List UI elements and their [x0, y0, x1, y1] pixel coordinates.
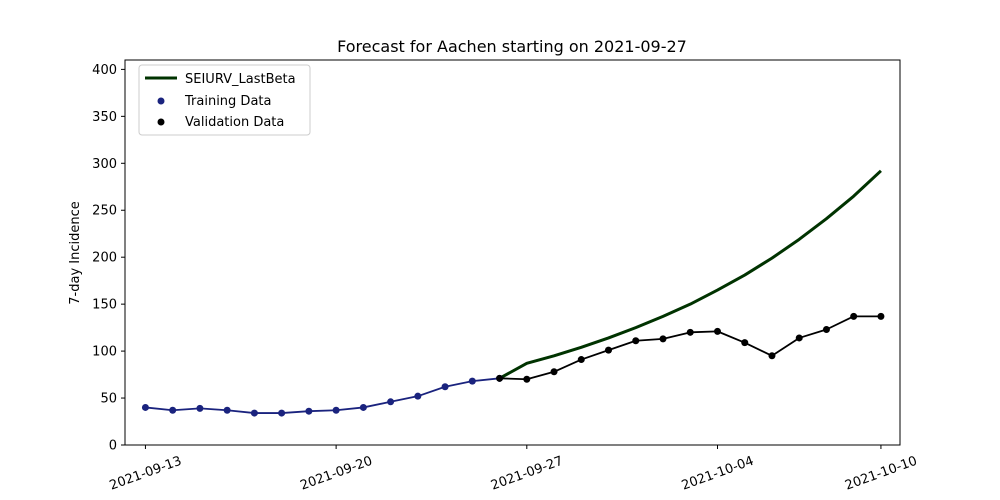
data-point-1-9 — [387, 398, 395, 406]
data-point-2-11 — [795, 334, 803, 342]
data-point-2-14 — [877, 312, 885, 320]
data-point-1-3 — [223, 406, 231, 414]
y-axis-label: 7-day Incidence — [68, 201, 83, 304]
data-point-1-12 — [468, 377, 476, 385]
y-tick-label-1: 50 — [100, 392, 117, 407]
data-point-2-4 — [605, 346, 613, 354]
data-point-1-0 — [141, 403, 149, 411]
data-point-2-1 — [523, 375, 531, 383]
legend-swatch-validation — [157, 118, 165, 126]
data-point-2-8 — [713, 327, 721, 335]
y-tick-label-6: 300 — [92, 157, 117, 172]
data-point-2-7 — [686, 328, 694, 336]
y-tick-label-4: 200 — [92, 251, 117, 266]
data-point-2-10 — [768, 352, 776, 360]
data-point-2-0 — [496, 374, 504, 382]
y-tick-label-3: 150 — [92, 298, 117, 313]
data-point-2-3 — [577, 356, 585, 364]
legend: SEIURV_LastBeta Training Data Validation… — [138, 64, 311, 136]
data-point-2-6 — [659, 335, 667, 343]
data-point-1-10 — [414, 392, 422, 400]
y-tick-label-0: 0 — [109, 439, 117, 454]
series-line-0 — [498, 169, 882, 380]
plot-frame — [124, 59, 901, 446]
data-point-1-1 — [169, 406, 177, 414]
y-tick-label-2: 100 — [92, 345, 117, 360]
data-point-1-4 — [250, 409, 258, 417]
legend-label-seiurv: SEIURV_LastBeta — [185, 72, 296, 87]
data-point-1-8 — [359, 403, 367, 411]
data-point-1-7 — [332, 406, 340, 414]
data-point-2-5 — [632, 337, 640, 345]
series-layer — [141, 169, 885, 417]
legend-swatch-training — [157, 97, 165, 105]
legend-label-validation: Validation Data — [185, 115, 284, 130]
data-point-2-13 — [850, 312, 858, 320]
data-point-1-11 — [441, 383, 449, 391]
series-line-1 — [145, 377, 500, 414]
data-point-1-6 — [305, 407, 313, 415]
data-point-2-12 — [822, 326, 830, 333]
data-point-2-2 — [550, 368, 558, 376]
legend-label-training: Training Data — [184, 94, 271, 109]
y-tick-label-8: 400 — [92, 63, 117, 78]
data-point-2-9 — [741, 339, 749, 347]
y-tick-label-5: 250 — [92, 204, 117, 219]
y-tick-label-7: 350 — [92, 110, 117, 125]
chart-title: Forecast for Aachen starting on 2021-09-… — [337, 37, 687, 56]
data-point-1-5 — [278, 409, 286, 417]
legend-box — [138, 64, 311, 136]
data-point-1-2 — [196, 404, 204, 412]
